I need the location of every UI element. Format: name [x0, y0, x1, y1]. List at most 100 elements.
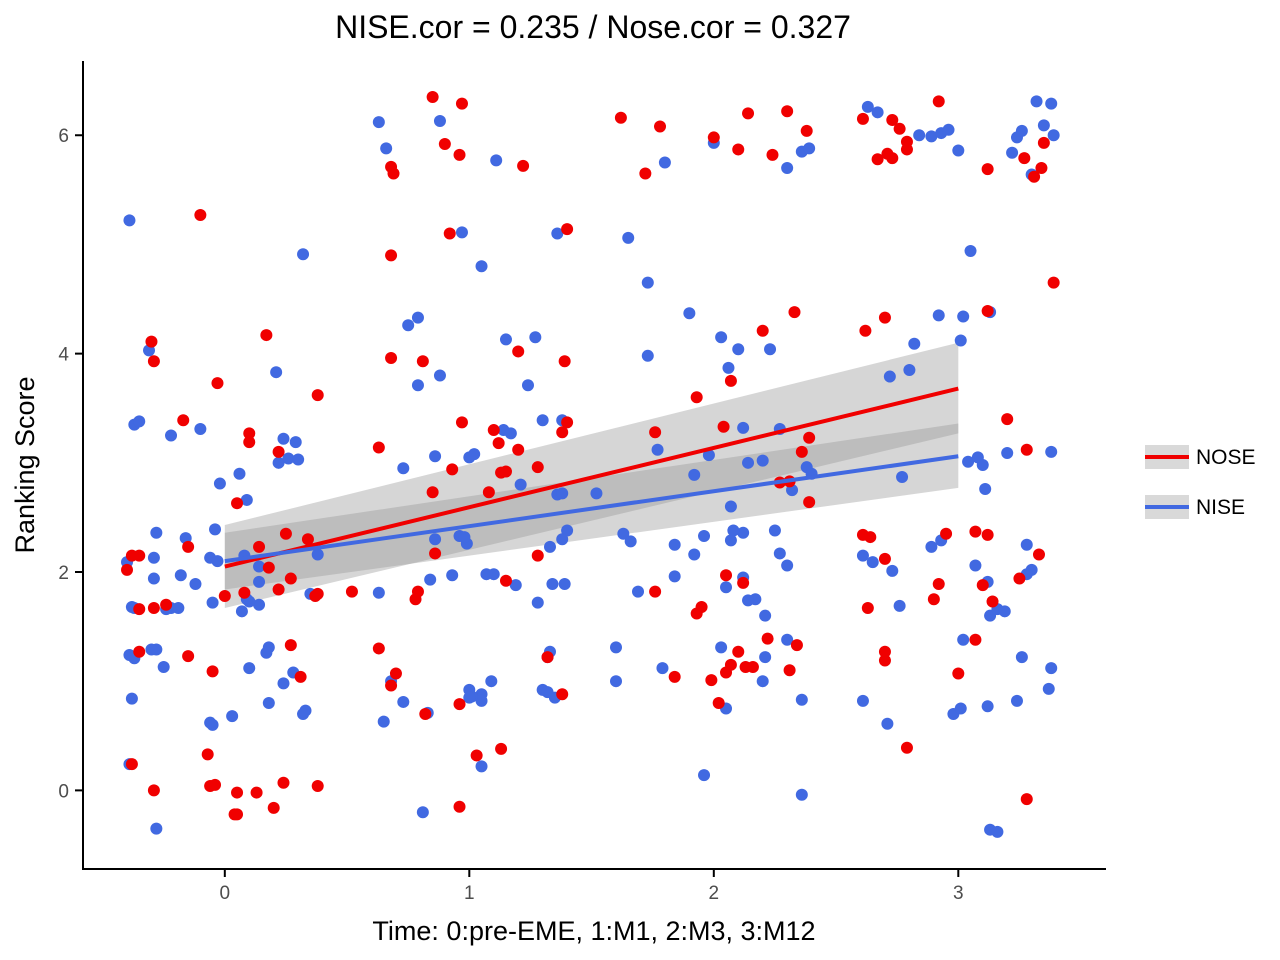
- nose-point: [145, 335, 158, 348]
- nise-point: [504, 427, 517, 440]
- nise-point: [253, 560, 266, 573]
- nose-point: [177, 414, 190, 427]
- nose-point: [147, 602, 160, 615]
- nose-point: [720, 569, 733, 582]
- nise-point: [764, 343, 777, 356]
- nise-point: [742, 456, 755, 469]
- nose-point: [385, 249, 398, 262]
- nise-point: [732, 343, 745, 356]
- nise-point: [475, 260, 488, 273]
- x-tick-label: 1: [464, 883, 475, 904]
- nise-point: [781, 633, 794, 646]
- nose-point: [878, 654, 891, 667]
- nise-point: [272, 456, 285, 469]
- nise-point: [1015, 651, 1028, 664]
- nose-point: [492, 437, 505, 450]
- nise-point: [147, 572, 160, 585]
- nise-point: [722, 361, 735, 374]
- nise-point: [123, 648, 136, 661]
- legend-item-nose: NOSE: [1145, 445, 1256, 469]
- nose-point: [1020, 793, 1033, 806]
- nise-point: [962, 455, 975, 468]
- x-tick-label: 3: [953, 883, 964, 904]
- nose-point: [976, 579, 989, 592]
- nose-point: [243, 427, 256, 440]
- nise-point: [737, 421, 750, 434]
- nose-point: [556, 688, 569, 701]
- nose-point: [182, 540, 195, 553]
- nise-point: [260, 646, 273, 659]
- x-tick-label: 2: [709, 883, 720, 904]
- nose-point: [446, 463, 459, 476]
- nose-point: [952, 667, 965, 680]
- nose-point: [499, 574, 512, 587]
- nose-point: [561, 223, 574, 236]
- nose-point: [705, 674, 718, 687]
- nose-point: [309, 590, 322, 603]
- nise-point: [458, 531, 471, 544]
- nise-point: [991, 825, 1004, 838]
- nose-point: [981, 528, 994, 541]
- nose-point: [732, 645, 745, 658]
- nose-point: [147, 784, 160, 797]
- nise-point: [976, 459, 989, 471]
- nose-point: [218, 590, 231, 603]
- nise-point: [742, 594, 755, 607]
- nise-point: [297, 707, 310, 720]
- nose-point: [737, 576, 750, 589]
- nose-point: [311, 780, 324, 793]
- nose-point: [717, 420, 730, 433]
- nise-point: [468, 448, 481, 461]
- nise-point: [610, 675, 623, 688]
- nise-point: [886, 564, 899, 577]
- nose-point: [1037, 136, 1050, 149]
- nose-point: [541, 651, 554, 664]
- chart-title: NISE.cor = 0.235 / Nose.cor = 0.327: [335, 9, 851, 45]
- nose-point: [416, 355, 429, 368]
- nose-confidence-band: [224, 342, 959, 609]
- nise-point: [688, 468, 701, 481]
- nise-point: [372, 586, 385, 599]
- legend: NOSE NISE: [1145, 445, 1256, 519]
- nose-point: [1018, 152, 1031, 165]
- nose-point: [495, 466, 508, 479]
- legend-item-nise: NISE: [1145, 495, 1245, 519]
- nose-point: [893, 122, 906, 135]
- nise-point: [189, 578, 202, 591]
- nise-point: [262, 697, 275, 710]
- nise-point: [475, 760, 488, 773]
- nise-point: [979, 483, 992, 496]
- nise-point: [952, 144, 965, 157]
- nise-point: [1045, 445, 1058, 458]
- nise-point: [1010, 694, 1023, 707]
- nose-point: [470, 749, 483, 762]
- nise-point: [658, 156, 671, 169]
- nise-point: [759, 609, 772, 622]
- nose-point: [121, 563, 134, 576]
- nise-point: [964, 244, 977, 257]
- nise-point: [402, 319, 415, 332]
- nose-point: [133, 603, 146, 616]
- x-tick-label: 0: [220, 883, 231, 904]
- nise-point: [165, 429, 178, 442]
- nose-point: [1028, 170, 1041, 183]
- nose-point: [147, 355, 160, 368]
- nose-point: [409, 593, 422, 606]
- nose-point: [133, 549, 146, 562]
- nose-point: [886, 113, 899, 126]
- nose-point: [783, 664, 796, 677]
- nose-point: [194, 208, 207, 221]
- nose-point: [419, 707, 432, 720]
- nise-point: [194, 422, 207, 435]
- nose-point: [986, 595, 999, 608]
- nose-point: [389, 667, 402, 680]
- nise-point: [632, 585, 645, 598]
- nise-point: [253, 575, 266, 588]
- nise-point: [698, 529, 711, 542]
- nise-point: [509, 579, 522, 592]
- nise-point: [1001, 446, 1014, 459]
- nise-point: [781, 559, 794, 572]
- nise-point: [624, 535, 637, 548]
- nose-point: [272, 445, 285, 458]
- nise-point: [957, 633, 970, 646]
